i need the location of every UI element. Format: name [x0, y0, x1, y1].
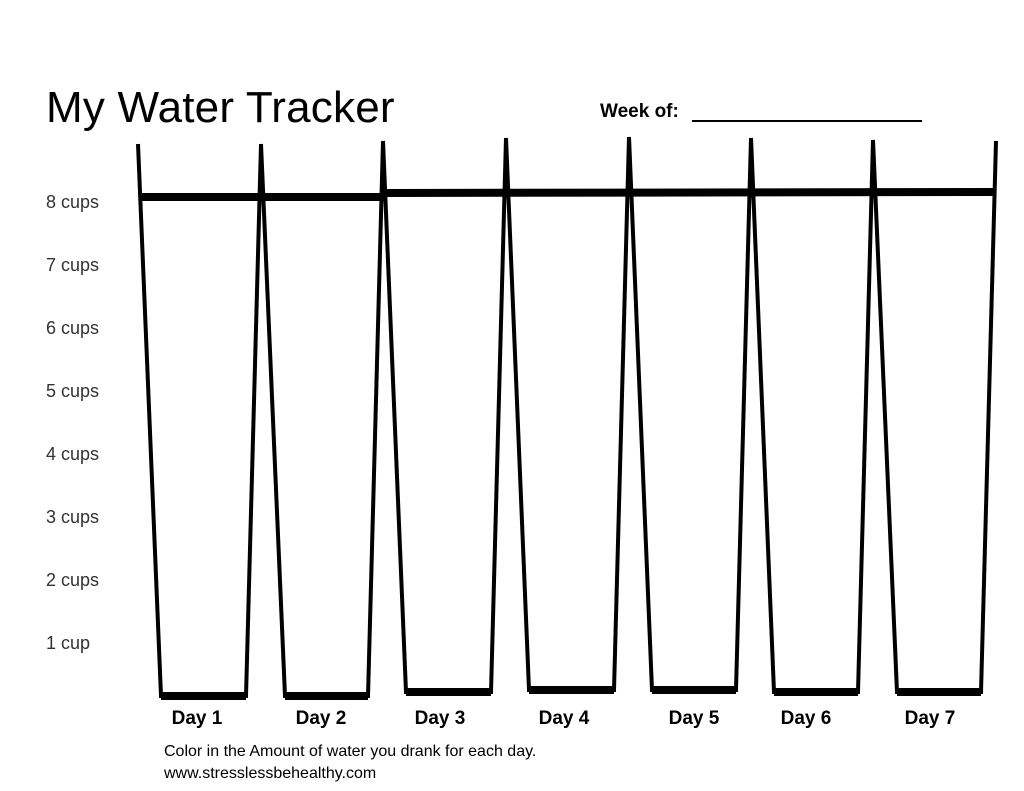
page-title: My Water Tracker	[46, 83, 395, 132]
week-of-blank-line[interactable]	[692, 120, 922, 122]
day-label-2: Day 2	[295, 708, 347, 729]
day-label-7: Day 7	[904, 708, 956, 729]
day-label-4: Day 4	[538, 708, 590, 729]
scale-label-4-cups: 4 cups	[46, 444, 100, 464]
instruction-text: Color in the Amount of water you drank f…	[164, 743, 537, 760]
scale-label-5-cups: 5 cups	[46, 381, 100, 401]
glass-outlines	[136, 136, 998, 698]
day-label-5: Day 5	[668, 708, 720, 729]
scale-label-6-cups: 6 cups	[46, 318, 100, 338]
day-label-3: Day 3	[414, 708, 466, 729]
day-label-6: Day 6	[780, 708, 832, 729]
day-label-1: Day 1	[171, 708, 223, 729]
scale-label-1-cup: 1 cup	[46, 633, 91, 653]
scale-label-2-cups: 2 cups	[46, 570, 100, 590]
eight-cup-line	[140, 188, 995, 201]
website-link[interactable]: www.stresslessbehealthy.com	[164, 765, 377, 782]
scale-label-7-cups: 7 cups	[46, 255, 100, 275]
glass-bottoms	[161, 686, 981, 700]
scale-label-8-cups: 8 cups	[46, 192, 100, 212]
scale-label-3-cups: 3 cups	[46, 507, 100, 527]
week-of-label: Week of:	[600, 101, 679, 122]
